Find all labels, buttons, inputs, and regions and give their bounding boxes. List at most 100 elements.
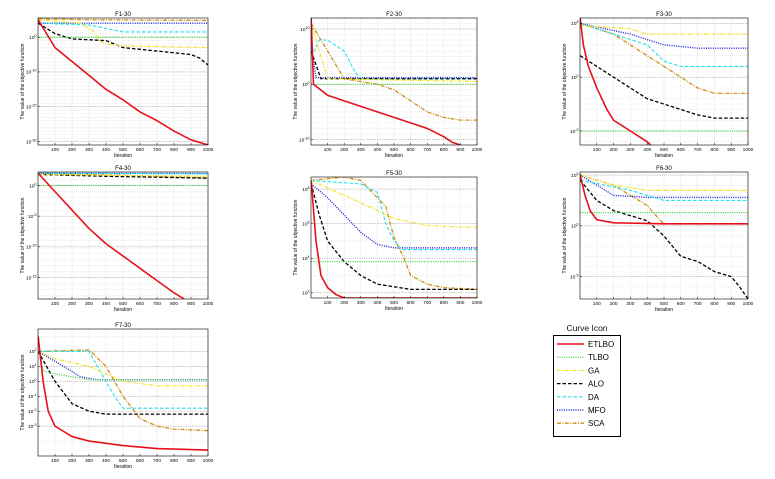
x-axis-label: Iteration <box>385 153 403 159</box>
legend-label: SCA <box>588 419 605 428</box>
legend-label: ETLBO <box>588 340 614 349</box>
y-tick-label: 100 <box>571 74 578 81</box>
series-line-alo <box>38 173 208 179</box>
x-tick-label: 900 <box>727 147 735 153</box>
x-tick-label: 300 <box>626 301 634 307</box>
chart-F4-30: F4-30 100 200 300 400 500 600 700 800 900 1000 100 1… <box>20 166 214 313</box>
x-tick-label: 900 <box>187 301 195 307</box>
series-group <box>311 18 477 145</box>
x-axis-label: Iteration <box>385 306 403 312</box>
x-tick-label: 1000 <box>203 301 214 307</box>
x-tick-label: 600 <box>677 147 685 153</box>
x-tick-label: 500 <box>119 458 127 464</box>
y-axis-label: The value of the objective function <box>293 199 299 275</box>
x-tick-label: 400 <box>373 300 381 306</box>
x-tick-label: 100 <box>51 458 59 464</box>
x-tick-label: 600 <box>136 301 144 307</box>
x-tick-label: 200 <box>68 458 76 464</box>
chart-title: F2-30 <box>386 12 402 18</box>
x-axis-label: Iteration <box>655 153 673 159</box>
x-tick-label: 300 <box>85 301 93 307</box>
legend-item-sca: SCA <box>557 419 605 428</box>
x-tick-label: 1000 <box>472 147 483 153</box>
x-tick-label: 500 <box>660 301 668 307</box>
legend-label: ALO <box>588 380 604 389</box>
chart-title: F1-30 <box>115 12 131 18</box>
x-tick-label: 200 <box>340 300 348 306</box>
chart-F7-30: F7-30 100 200 300 400 500 600 700 800 900 1000 102 1… <box>20 323 214 470</box>
y-tick-label: 106 <box>302 220 309 227</box>
x-tick-label: 700 <box>694 301 702 307</box>
x-axis-label: Iteration <box>114 153 132 159</box>
x-tick-label: 800 <box>440 300 448 306</box>
chart-F6-30: F6-30 100 200 300 400 500 600 700 800 900 1000 105 1… <box>562 166 754 313</box>
y-tick-label: 100 <box>302 81 309 88</box>
x-tick-label: 300 <box>85 458 93 464</box>
legend-box: ETLBO TLBO GA ALO DA MFO SCA <box>553 335 621 437</box>
series-line-etlbo <box>38 19 208 145</box>
x-tick-label: 700 <box>423 147 431 153</box>
series-line-alo <box>311 183 477 291</box>
y-tick-label: 100 <box>29 34 36 41</box>
x-tick-label: 800 <box>710 301 718 307</box>
y-tick-label: 102 <box>29 348 36 355</box>
x-tick-label: 100 <box>324 300 332 306</box>
x-tick-label: 800 <box>170 147 178 153</box>
series-line-ga <box>580 174 748 191</box>
series-line-sca <box>311 23 477 121</box>
legend-label: MFO <box>588 406 606 415</box>
x-tick-label: 200 <box>610 301 618 307</box>
x-tick-label: 200 <box>340 147 348 153</box>
chart-title: F4-30 <box>115 166 131 172</box>
y-axis-label: The value of the objective function <box>562 197 568 273</box>
x-tick-label: 600 <box>136 147 144 153</box>
x-tick-label: 400 <box>373 147 381 153</box>
series-group <box>580 18 748 145</box>
x-tick-label: 100 <box>593 147 601 153</box>
chart-title: F5-30 <box>386 171 402 177</box>
legend-label: DA <box>588 393 600 402</box>
x-tick-label: 500 <box>390 147 398 153</box>
x-tick-label: 1000 <box>743 301 754 307</box>
x-tick-label: 600 <box>136 458 144 464</box>
plot-area <box>311 18 477 145</box>
series-line-da <box>38 350 208 409</box>
series-line-sca <box>580 174 748 225</box>
x-tick-label: 900 <box>456 147 464 153</box>
series-line-sca <box>311 177 477 291</box>
x-tick-label: 200 <box>68 301 76 307</box>
series-line-mfo <box>311 183 477 249</box>
x-tick-label: 200 <box>610 147 618 153</box>
legend-item-etlbo: ETLBO <box>557 340 614 349</box>
x-tick-label: 900 <box>456 300 464 306</box>
series-line-da <box>311 179 477 251</box>
x-tick-label: 400 <box>102 301 110 307</box>
series-line-etlbo <box>311 18 461 145</box>
x-tick-label: 1000 <box>472 300 483 306</box>
x-tick-label: 700 <box>153 301 161 307</box>
y-tick-label: 10-10 <box>26 244 37 251</box>
x-tick-label: 100 <box>324 147 332 153</box>
y-tick-label: 10-3 <box>28 423 37 430</box>
x-tick-label: 100 <box>51 301 59 307</box>
y-axis-label: The value of the objective function <box>562 43 568 119</box>
chart-F1-30: F1-30 100 200 300 400 500 600 700 800 900 1000 100 1… <box>20 12 214 159</box>
legend-item-ga: GA <box>557 366 600 375</box>
x-tick-label: 300 <box>85 147 93 153</box>
chart-title: F6-30 <box>656 166 672 172</box>
y-tick-label: 100 <box>571 223 578 230</box>
series-line-etlbo <box>38 172 185 299</box>
series-line-ga <box>311 179 477 228</box>
x-tick-label: 800 <box>170 458 178 464</box>
y-tick-label: 100 <box>29 378 36 385</box>
y-tick-label: 10-5 <box>570 273 579 280</box>
x-tick-label: 600 <box>407 300 415 306</box>
y-tick-label: 105 <box>571 172 578 179</box>
x-tick-label: 500 <box>119 301 127 307</box>
legend-swatches: ETLBO TLBO GA ALO DA MFO SCA <box>557 340 614 428</box>
series-line-ga <box>580 24 748 35</box>
y-axis-label: The value of the objective function <box>20 354 26 430</box>
legend-panel: Curve Icon ETLBO TLBO GA ALO DA MFO SCA <box>553 323 621 437</box>
series-line-da <box>38 22 208 33</box>
